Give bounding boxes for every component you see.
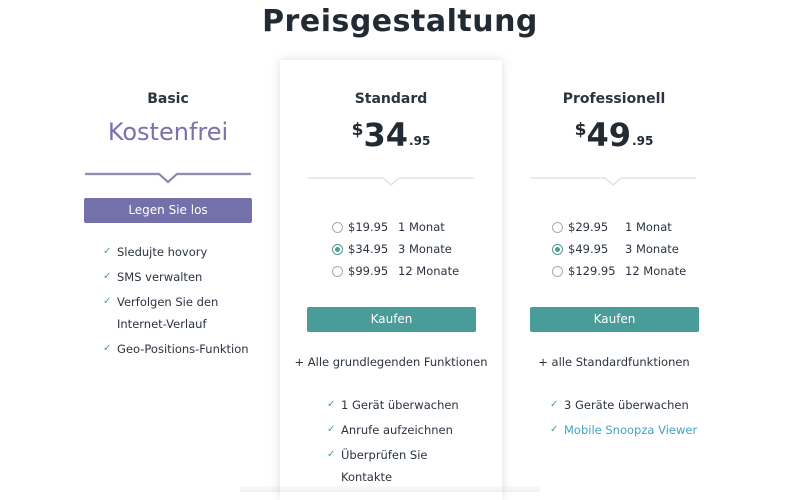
plan-standard: Standard $34.95 $19.95 1 Monat $34.95 3 … xyxy=(280,60,502,500)
plan-name-standard: Standard xyxy=(354,91,428,107)
feature-list-standard: ✓ 1 Gerät überwachen ✓ Anrufe aufzeichnen … xyxy=(327,394,477,491)
buy-button-standard[interactable]: Kaufen xyxy=(307,307,476,332)
check-icon: ✓ xyxy=(103,271,112,282)
duration-option[interactable]: $49.95 3 Monate xyxy=(552,238,686,260)
duration-option[interactable]: $19.95 1 Monat xyxy=(332,216,459,238)
plan-name-professional: Professionell xyxy=(562,91,666,107)
feature-item: ✓ Geo-Positions-Funktion xyxy=(103,338,253,360)
check-icon: ✓ xyxy=(327,424,336,435)
radio-icon[interactable] xyxy=(552,221,563,233)
feature-list-professional: ✓ 3 Geräte überwachen ✓ Mobile Snoopza Vie… xyxy=(550,394,720,444)
duration-option[interactable]: $34.95 3 Monate xyxy=(332,238,459,260)
feature-item: ✓ Anrufe aufzeichnen xyxy=(327,419,477,441)
feature-link-item[interactable]: ✓ Mobile Snoopza Viewer xyxy=(550,419,720,441)
duration-option[interactable]: $29.95 1 Monat xyxy=(552,216,686,238)
currency-symbol: $ xyxy=(351,120,364,140)
plan-professional: Professionell $49.95 $29.95 1 Monat $49.… xyxy=(520,60,708,500)
radio-icon[interactable] xyxy=(332,243,343,255)
duration-option[interactable]: $99.95 12 Monate xyxy=(332,260,459,282)
check-icon: ✓ xyxy=(327,399,336,410)
check-icon: ✓ xyxy=(103,296,112,307)
check-icon: ✓ xyxy=(103,343,112,354)
plan-price-basic: Kostenfrei xyxy=(107,118,229,146)
feature-item: ✓ Verfolgen Sie den Internet-Verlauf xyxy=(103,291,253,335)
page-title: Preisgestaltung xyxy=(262,4,538,39)
feature-item: ✓ Überprüfen Sie Kontakte xyxy=(327,444,451,488)
check-icon: ✓ xyxy=(550,424,559,435)
feature-item: ✓ Sledujte hovory xyxy=(103,241,253,263)
divider-professional xyxy=(530,177,696,186)
plan-basic: Basic Kostenfrei Legen Sie los ✓ Sledujte… xyxy=(78,60,258,500)
feature-item: ✓ SMS verwalten xyxy=(103,266,253,288)
feature-item: ✓ 1 Gerät überwachen xyxy=(327,394,477,416)
divider-basic xyxy=(85,172,251,184)
feature-list-basic: ✓ Sledujte hovory ✓ SMS verwalten ✓ Verfolg… xyxy=(103,241,253,363)
check-icon: ✓ xyxy=(550,399,559,410)
duration-options-professional: $29.95 1 Monat $49.95 3 Monate $129.95 1… xyxy=(552,216,686,282)
radio-icon[interactable] xyxy=(552,265,563,277)
radio-icon[interactable] xyxy=(332,221,343,233)
divider-standard xyxy=(308,177,474,186)
mobile-viewer-link[interactable]: Mobile Snoopza Viewer xyxy=(564,423,698,437)
get-started-button[interactable]: Legen Sie los xyxy=(84,198,252,223)
check-icon: ✓ xyxy=(327,449,336,460)
price-whole: 34 xyxy=(363,116,409,154)
plus-features-standard: + Alle grundlegenden Funktionen xyxy=(294,355,488,369)
plan-price-professional: $49.95 xyxy=(520,116,708,154)
price-cents: .95 xyxy=(409,134,431,148)
plan-price-standard: $34.95 xyxy=(280,116,502,154)
buy-button-professional[interactable]: Kaufen xyxy=(530,307,699,332)
feature-item: ✓ 3 Geräte überwachen xyxy=(550,394,720,416)
price-cents: .95 xyxy=(632,134,654,148)
currency-symbol: $ xyxy=(574,120,587,140)
radio-icon[interactable] xyxy=(552,243,563,255)
check-icon: ✓ xyxy=(103,246,112,257)
plus-features-professional: + alle Standardfunktionen xyxy=(538,355,690,369)
duration-options-standard: $19.95 1 Monat $34.95 3 Monate $99.95 12… xyxy=(332,216,459,282)
radio-icon[interactable] xyxy=(332,265,343,277)
duration-option[interactable]: $129.95 12 Monate xyxy=(552,260,686,282)
footer-shadow xyxy=(240,486,540,492)
price-whole: 49 xyxy=(586,116,632,154)
plan-name-basic: Basic xyxy=(147,91,189,107)
